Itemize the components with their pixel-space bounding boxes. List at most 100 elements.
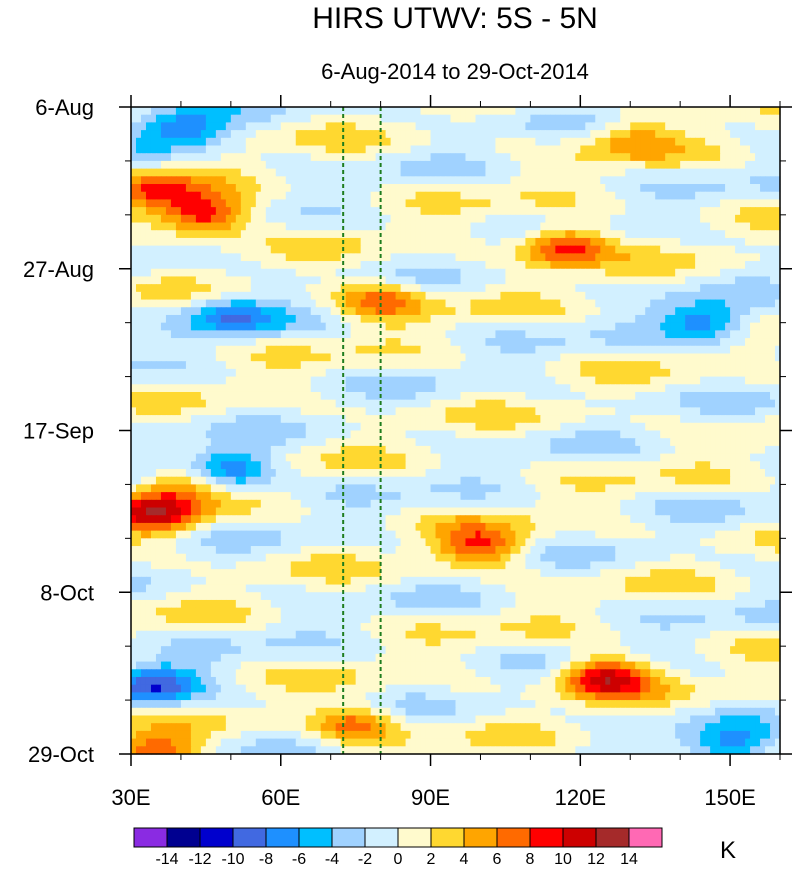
field-cell [265,107,272,116]
field-cell [370,253,377,262]
field-cell [695,361,701,370]
field-cell [205,291,212,301]
field-cell [225,345,232,355]
field-cell [345,330,352,339]
field-cell [600,191,606,201]
field-cell [230,276,237,285]
field-cell [205,207,212,216]
field-cell [545,384,551,393]
field-cell [150,268,157,278]
field-cell [735,284,741,293]
field-cell [565,368,571,378]
field-cell [265,338,272,347]
field-cell [475,338,482,347]
field-cell [775,176,781,185]
field-cell [665,191,671,201]
field-cell [565,307,571,316]
field-cell [225,284,232,293]
field-cell [525,122,531,131]
field-cell [610,276,616,285]
field-cell [320,245,327,254]
field-cell [295,330,302,339]
field-cell [375,268,382,278]
field-cell [365,199,372,208]
field-cell [330,391,337,401]
field-cell [600,153,606,162]
field-cell [235,368,242,378]
field-cell [775,191,781,201]
field-cell [745,176,751,185]
field-cell [615,268,621,278]
field-cell [255,276,262,285]
field-cell [750,130,756,139]
field-cell [450,245,457,254]
field-cell [680,307,686,316]
field-cell [480,122,487,131]
field-cell [405,145,412,154]
field-cell [220,199,227,208]
field-cell [325,338,332,347]
field-cell [275,338,282,347]
field-cell [525,114,531,123]
field-cell [260,184,267,193]
field-cell [610,376,616,385]
field-cell [260,168,267,177]
field-cell [715,107,721,116]
field-cell [185,291,192,301]
field-cell [380,330,387,339]
field-cell [400,199,407,208]
field-cell [530,361,536,370]
field-cell [365,299,372,308]
field-cell [131,284,137,293]
field-cell [250,299,257,308]
field-cell [495,114,502,123]
field-cell [605,353,611,362]
field-cell [690,384,696,393]
field-cell [450,253,457,262]
field-cell [660,107,666,116]
field-cell [655,191,661,201]
field-cell [415,145,422,154]
field-cell [310,384,317,393]
field-cell [605,284,611,293]
field-cell [210,368,217,378]
field-cell [525,384,531,393]
field-cell [315,391,322,401]
field-cell [635,214,641,224]
field-cell [500,191,507,201]
field-cell [240,137,247,147]
field-cell [555,268,561,278]
field-cell [550,214,556,224]
field-cell [495,322,502,331]
field-cell [220,345,227,355]
field-cell [390,199,397,208]
field-cell [585,330,591,339]
field-cell [730,268,736,278]
field-cell [500,207,507,216]
field-cell [350,338,357,347]
field-cell [225,199,232,208]
field-cell [755,345,761,355]
field-cell [355,122,362,131]
field-cell [760,384,766,393]
field-cell [245,368,252,378]
field-cell [445,145,452,154]
field-cell [765,122,771,131]
field-cell [485,160,492,170]
field-cell [345,122,352,131]
field-cell [710,237,716,247]
field-cell [390,261,397,270]
field-cell [250,268,257,278]
field-cell [315,376,322,385]
field-cell [605,384,611,393]
field-cell [160,130,167,139]
field-cell [360,168,367,177]
field-cell [640,153,646,162]
field-cell [495,230,502,239]
field-cell [445,353,452,362]
field-cell [255,191,262,201]
field-cell [685,199,691,208]
field-cell [730,222,736,231]
field-cell [485,276,492,285]
field-cell [415,330,422,339]
